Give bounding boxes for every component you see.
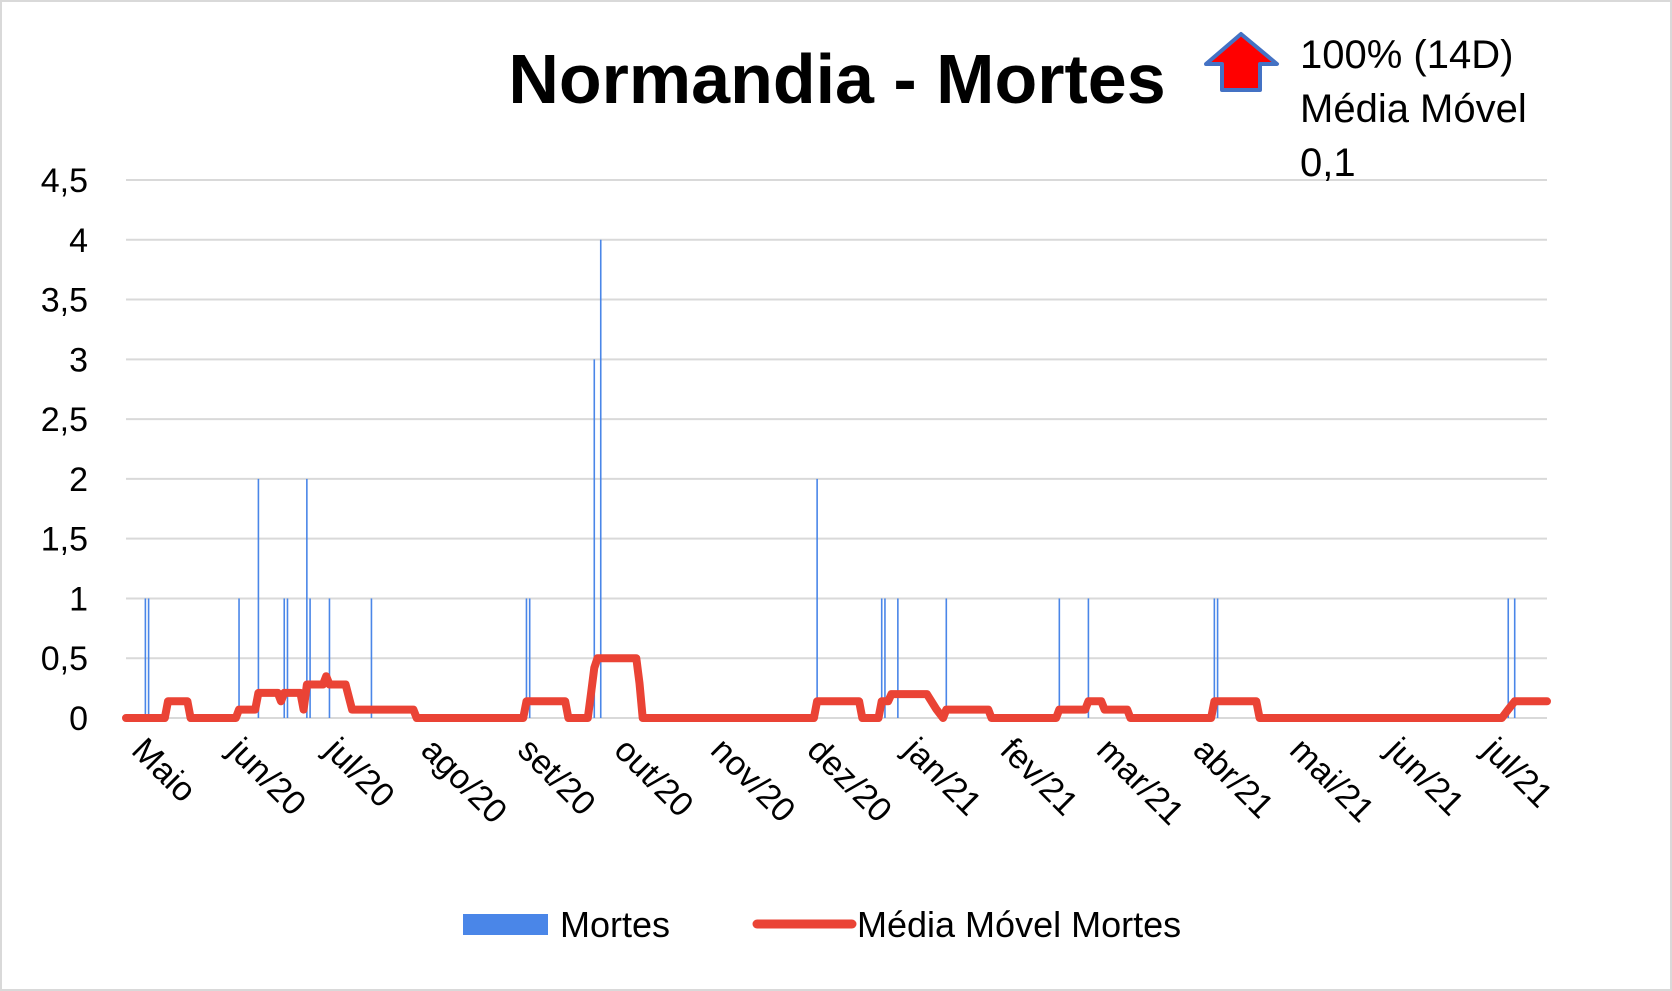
x-tick-label: mar/21: [1089, 731, 1191, 833]
bar: [1087, 598, 1090, 718]
bar: [147, 598, 150, 718]
bar: [1216, 598, 1219, 718]
annotation-line-2: Média Móvel: [1300, 87, 1527, 131]
bar: [309, 598, 311, 718]
bar: [1513, 598, 1516, 718]
bar: [1058, 598, 1061, 718]
bar: [816, 478, 818, 718]
x-tick-label: dez/20: [800, 731, 899, 830]
y-tick-label: 4,5: [41, 162, 88, 200]
legend-label-mortes: Mortes: [560, 904, 670, 945]
y-tick-label: 1,5: [41, 521, 88, 559]
bar: [599, 239, 602, 718]
y-tick-label: 0,5: [41, 640, 88, 678]
x-tick-label: mai/21: [1282, 731, 1381, 830]
y-tick-label: 2,5: [41, 401, 88, 439]
bar: [880, 598, 883, 718]
legend-label-media-movel: Média Móvel Mortes: [857, 904, 1181, 945]
bar: [370, 598, 373, 718]
legend: Mortes Média Móvel Mortes: [463, 904, 1181, 945]
bars-series: [144, 239, 1516, 718]
y-tick-label: 4: [69, 222, 88, 260]
y-axis-ticks: 0 0,5 1 1,5 2 2,5 3 3,5 4 4,5: [41, 162, 88, 738]
bar: [144, 598, 147, 718]
bar: [884, 598, 886, 718]
bar: [945, 598, 948, 718]
bar: [257, 478, 260, 718]
y-tick-label: 0: [69, 700, 88, 738]
x-tick-label: nov/20: [703, 731, 802, 830]
x-tick-label: out/20: [607, 731, 701, 825]
bar: [525, 598, 528, 718]
x-tick-label: ago/20: [414, 731, 514, 831]
x-tick-label: jul/20: [317, 730, 402, 815]
bar: [306, 478, 308, 718]
bar: [593, 359, 596, 718]
chart-title: Normandia - Mortes: [508, 40, 1165, 118]
bar: [238, 598, 240, 718]
bar: [528, 598, 531, 718]
annotation-line-3: 0,1: [1300, 141, 1356, 185]
y-tick-label: 1: [69, 580, 88, 618]
bar: [1507, 598, 1510, 718]
x-tick-label: Maio: [124, 731, 203, 810]
bar: [286, 598, 289, 718]
gridlines: [126, 179, 1547, 719]
y-tick-label: 3: [69, 341, 88, 379]
x-tick-label: fev/21: [993, 731, 1085, 823]
y-tick-label: 2: [69, 461, 88, 499]
y-tick-label: 3,5: [41, 282, 88, 320]
x-tick-label: set/20: [510, 731, 602, 823]
series-line-media-movel: [122, 654, 1551, 722]
annotation-line-1: 100% (14D): [1300, 33, 1513, 77]
x-tick-label: abr/21: [1186, 731, 1281, 826]
x-tick-label: jun/20: [220, 730, 313, 823]
legend-swatch-mortes: [463, 914, 548, 935]
bar: [283, 598, 286, 718]
x-tick-label: jul/21: [1475, 730, 1560, 815]
bar: [328, 598, 331, 718]
bar: [897, 598, 899, 718]
up-arrow-icon: [1204, 32, 1279, 92]
line-series: [122, 654, 1551, 722]
annotation: 100% (14D) Média Móvel 0,1: [1204, 32, 1527, 185]
bar: [1213, 598, 1216, 718]
x-tick-label: jan/21: [896, 730, 989, 823]
x-tick-label: jun/21: [1378, 730, 1471, 823]
